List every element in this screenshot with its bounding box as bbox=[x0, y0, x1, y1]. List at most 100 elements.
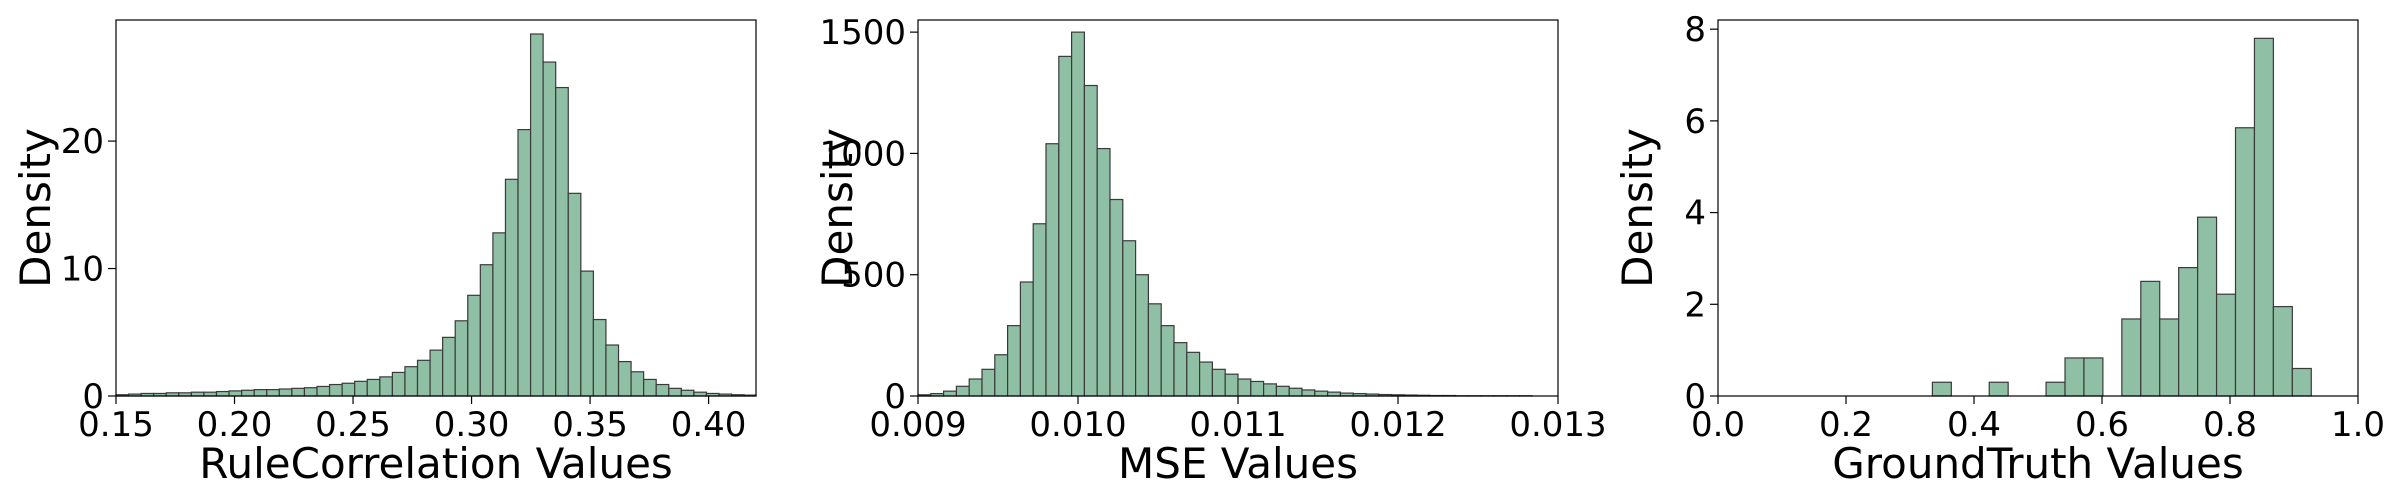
x-tick-label: 0.0 bbox=[1691, 405, 1745, 445]
x-tick-label: 0.012 bbox=[1349, 405, 1446, 445]
y-tick-label: 0 bbox=[82, 377, 104, 417]
y-axis-label: Density bbox=[11, 128, 60, 288]
histogram-bar bbox=[1109, 198, 1124, 397]
histogram-bar bbox=[1198, 361, 1213, 397]
histogram-bar bbox=[517, 129, 532, 397]
histogram-bar bbox=[1058, 55, 1073, 397]
histogram-bar bbox=[492, 232, 507, 397]
y-tick-label: 20 bbox=[61, 122, 104, 162]
chart-panel-1: 0.15 0.20 0.25 0.30 0.35 0.40 0 10 20 RuleCorrela… bbox=[11, 19, 757, 488]
histogram-bar bbox=[1262, 383, 1277, 397]
y-tick-label: 0 bbox=[1684, 377, 1706, 417]
histogram-bar bbox=[366, 378, 381, 397]
plot-frame bbox=[115, 19, 757, 397]
histogram-bar bbox=[1160, 325, 1175, 397]
x-axis-label: MSE Values bbox=[1118, 439, 1358, 488]
histogram-bar bbox=[454, 320, 469, 397]
y-tick-label: 8 bbox=[1684, 10, 1706, 50]
histogram-bar bbox=[643, 378, 657, 397]
histogram-bar bbox=[1006, 325, 1021, 397]
histogram-bar bbox=[404, 366, 419, 397]
plot-frame bbox=[1717, 19, 2359, 397]
x-axis-label: GroundTruth Values bbox=[1832, 439, 2244, 488]
histogram-bar bbox=[504, 178, 519, 397]
histogram-bar bbox=[379, 376, 393, 397]
histogram-bar bbox=[253, 389, 268, 397]
histogram-bar bbox=[1211, 368, 1226, 397]
x-tick-label: 0.8 bbox=[2203, 405, 2257, 445]
histogram-bars bbox=[1931, 37, 2312, 397]
y-tick-label: 0 bbox=[884, 377, 906, 417]
histogram-bar bbox=[2121, 318, 2142, 397]
histogram-bar bbox=[580, 270, 594, 397]
histogram-bar bbox=[630, 371, 645, 397]
histogram-bar bbox=[1186, 351, 1201, 397]
histogram-bar bbox=[981, 368, 996, 397]
y-axis-label: Density bbox=[1613, 128, 1662, 288]
histogram-bar bbox=[2272, 305, 2293, 397]
histogram-bar bbox=[1032, 223, 1047, 397]
x-tick-label: 0.35 bbox=[552, 405, 628, 445]
histogram-bar bbox=[1314, 390, 1329, 397]
histogram-bar bbox=[1019, 281, 1034, 397]
histogram-bar bbox=[680, 389, 695, 397]
histogram-bar bbox=[2140, 280, 2161, 397]
chart-panel-3: 0.0 0.2 0.4 0.6 0.8 1.0 0 2 4 6 8 GroundTruth Value… bbox=[1613, 10, 2385, 488]
histogram-bar bbox=[2291, 367, 2312, 397]
histogram-bar bbox=[1122, 240, 1137, 397]
histogram-bar bbox=[2215, 293, 2237, 397]
histogram-bar bbox=[2234, 127, 2256, 397]
chart-panel-2: 0.009 0.010 0.011 0.012 0.013 0 500 1000 1500 MSE… bbox=[813, 13, 1607, 488]
histogram-bar bbox=[2178, 267, 2199, 397]
x-tick-label: 0.013 bbox=[1509, 405, 1606, 445]
histogram-bar bbox=[2083, 357, 2104, 397]
x-tick-label: 0.010 bbox=[1029, 405, 1126, 445]
histogram-bar bbox=[1147, 303, 1162, 397]
histogram-bar bbox=[266, 389, 280, 397]
histogram-bar bbox=[442, 336, 456, 397]
y-tick-label: 6 bbox=[1684, 102, 1706, 142]
histogram-bar bbox=[668, 387, 682, 397]
histogram-bar bbox=[303, 387, 318, 397]
histogram-bar bbox=[416, 359, 431, 397]
x-tick-label: 0.20 bbox=[197, 405, 273, 445]
histogram-bar bbox=[1070, 31, 1085, 397]
x-axis-label: RuleCorrelation Values bbox=[199, 439, 673, 488]
histogram-bar bbox=[479, 264, 494, 397]
histogram-bar bbox=[555, 86, 569, 397]
histogram-bar bbox=[1045, 143, 1060, 397]
x-tick-label: 0.009 bbox=[869, 405, 966, 445]
x-tick-label: 0.40 bbox=[671, 405, 747, 445]
y-tick-label: 1500 bbox=[819, 13, 906, 53]
histogram-bar bbox=[942, 390, 957, 397]
histogram-bars bbox=[917, 31, 1533, 397]
histogram-bar bbox=[2159, 318, 2180, 397]
histogram-bar bbox=[1237, 378, 1252, 397]
y-tick-label: 500 bbox=[841, 256, 906, 296]
histogram-bar bbox=[1083, 84, 1098, 397]
histogram-bar bbox=[1275, 385, 1290, 397]
histogram-bar bbox=[354, 380, 368, 397]
histogram-bar bbox=[1096, 147, 1111, 397]
histogram-bar bbox=[1288, 387, 1303, 397]
x-tick-label: 0.2 bbox=[1819, 405, 1873, 445]
histogram-bar bbox=[1173, 342, 1188, 397]
histogram-bar bbox=[467, 294, 481, 397]
histogram-bar bbox=[316, 385, 331, 397]
histogram-bar bbox=[617, 360, 632, 397]
histogram-bar bbox=[529, 33, 544, 397]
histogram-bar bbox=[655, 383, 670, 397]
histogram-bar bbox=[2253, 37, 2274, 397]
histogram-bar bbox=[1224, 373, 1239, 397]
histogram-bar bbox=[2064, 357, 2085, 397]
histogram-bar bbox=[241, 389, 255, 397]
x-tick-label: 1.0 bbox=[2331, 405, 2385, 445]
histogram-bar bbox=[567, 192, 582, 397]
histogram-bar bbox=[278, 388, 293, 397]
histogram-bar bbox=[968, 378, 983, 397]
histogram-bar bbox=[994, 354, 1009, 397]
histogram-bar bbox=[228, 390, 243, 397]
histogram-bar bbox=[391, 371, 406, 397]
